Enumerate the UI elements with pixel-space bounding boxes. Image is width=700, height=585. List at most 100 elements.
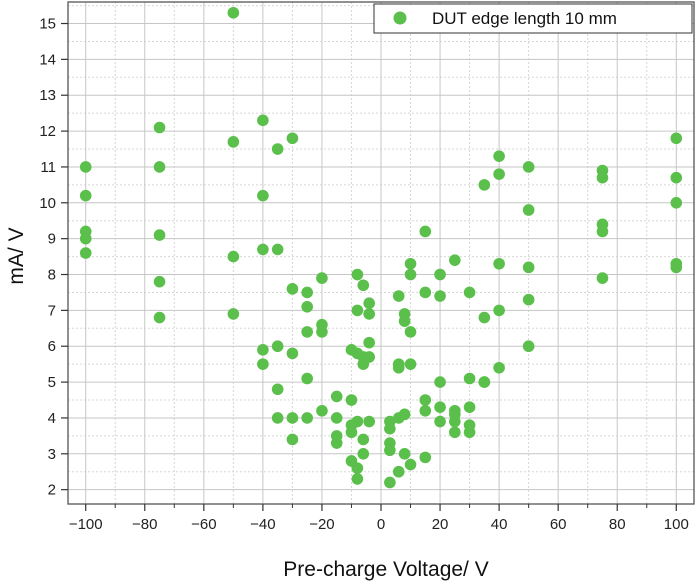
data-point (227, 6, 240, 19)
x-tick-label: 60 (550, 516, 567, 533)
x-tick-label: 20 (432, 516, 449, 533)
data-point (330, 412, 343, 424)
data-point (257, 344, 269, 356)
x-tick-label: −40 (250, 516, 275, 533)
data-point (153, 311, 166, 324)
data-point (398, 408, 411, 421)
data-point (392, 290, 405, 302)
x-tick-label: −80 (132, 516, 157, 533)
data-point (419, 404, 432, 417)
data-point (384, 444, 396, 457)
data-point (301, 286, 313, 299)
data-point (463, 286, 476, 299)
y-tick-label: 12 (39, 123, 56, 140)
data-point (227, 250, 240, 263)
y-tick-label: 14 (39, 51, 56, 68)
data-point (404, 326, 417, 338)
data-point (522, 261, 535, 274)
data-point (522, 340, 535, 353)
x-tick-label: −100 (69, 516, 103, 533)
data-point (434, 401, 446, 413)
data-point (522, 293, 535, 306)
data-point (404, 458, 417, 471)
data-point (153, 229, 166, 241)
data-point (316, 326, 328, 338)
data-point (419, 394, 432, 406)
x-tick-label: −60 (191, 516, 216, 533)
data-point (384, 422, 396, 435)
data-point (271, 412, 284, 424)
data-point (363, 297, 375, 310)
data-point (286, 132, 299, 145)
data-point (419, 286, 432, 299)
data-point (449, 254, 461, 266)
data-point (301, 326, 313, 338)
data-point (670, 261, 683, 274)
y-tick-label: 2 (48, 482, 56, 499)
y-tick-label: 6 (48, 338, 56, 355)
x-tick-label: 0 (377, 516, 385, 533)
data-point (301, 412, 313, 424)
data-point (398, 315, 411, 327)
data-point (153, 161, 166, 173)
data-point (463, 401, 476, 413)
data-point (419, 451, 432, 464)
data-point (478, 179, 491, 191)
data-point (596, 171, 609, 184)
data-point (384, 476, 396, 489)
x-axis-title: Pre-charge Voltage/ V (283, 558, 488, 581)
data-point (363, 308, 375, 320)
data-point (286, 283, 299, 295)
data-point (257, 358, 269, 370)
data-point (670, 171, 683, 184)
data-point (351, 268, 364, 281)
data-point (463, 426, 476, 439)
data-point (363, 336, 375, 349)
data-point (271, 243, 284, 256)
data-point (404, 268, 417, 281)
data-point (357, 433, 370, 446)
data-point (286, 347, 299, 360)
data-point (153, 275, 166, 288)
data-point (316, 272, 328, 284)
x-tick-label: 40 (491, 516, 508, 533)
data-point (434, 290, 446, 302)
legend-marker (393, 11, 407, 25)
y-tick-label: 9 (48, 231, 56, 248)
data-point (79, 232, 92, 245)
x-tick-label: 80 (609, 516, 626, 533)
data-points (79, 6, 683, 489)
data-point (404, 257, 417, 270)
data-point (79, 189, 92, 202)
data-point (345, 394, 358, 406)
axis-ticks: −100 −80 −60 −40 −20 0 20 40 60 80 100 2 3 4 5 6 7 8 9 10 11… (39, 16, 688, 533)
data-point (363, 415, 375, 428)
data-point (351, 304, 364, 317)
data-point (434, 376, 446, 388)
data-point (392, 465, 405, 478)
data-point (301, 300, 313, 313)
data-point (478, 311, 491, 324)
data-point (153, 121, 166, 134)
data-point (357, 448, 370, 460)
data-point (79, 161, 92, 173)
data-point (301, 372, 313, 385)
data-point (330, 390, 343, 403)
y-axis-title: mA/ V (5, 227, 28, 284)
legend: DUT edge length 10 mm (373, 3, 693, 34)
data-point (357, 279, 370, 292)
data-point (463, 372, 476, 385)
y-tick-label: 4 (48, 410, 56, 427)
data-point (670, 132, 683, 145)
y-tick-label: 5 (48, 374, 56, 391)
data-point (257, 114, 269, 127)
data-point (434, 415, 446, 428)
data-point (449, 415, 461, 428)
data-point (596, 272, 609, 284)
data-point (449, 426, 461, 439)
data-point (257, 243, 269, 256)
x-tick-label: 100 (664, 516, 689, 533)
data-point (398, 448, 411, 460)
y-tick-label: 7 (48, 302, 56, 319)
